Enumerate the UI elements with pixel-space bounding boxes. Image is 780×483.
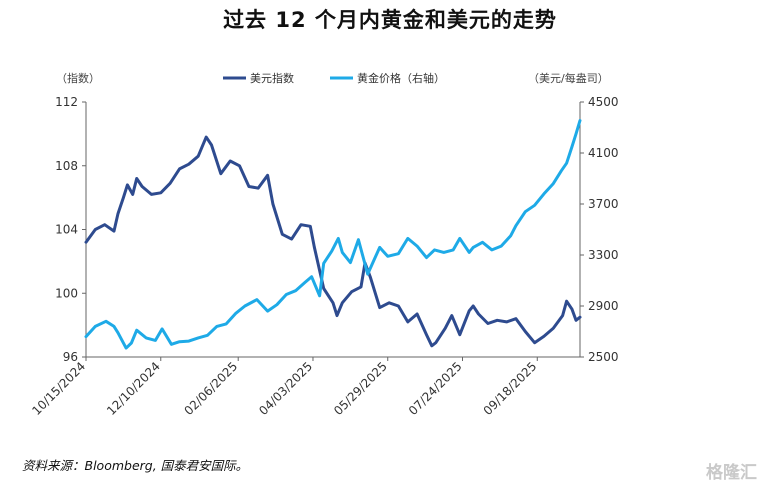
left-axis-unit: （指数） xyxy=(56,71,100,85)
source-note: 资料来源：Bloomberg, 国泰君安国际。 xyxy=(22,458,249,473)
right-tick-label: 2500 xyxy=(588,350,619,364)
right-tick-label: 4500 xyxy=(588,95,619,109)
right-tick-label: 2900 xyxy=(588,299,619,313)
x-tick-label: 09/18/2025 xyxy=(481,359,540,418)
series-line-dxy xyxy=(84,135,582,348)
left-tick-label: 100 xyxy=(55,286,78,300)
right-axis-unit: （美元/每盎司） xyxy=(528,71,609,85)
x-tick-label: 04/03/2025 xyxy=(256,359,315,418)
right-axis-ticks: 2500 2900 3300 3700 4100 4500 xyxy=(580,95,619,364)
right-tick-label: 3300 xyxy=(588,248,619,262)
x-tick-label: 05/29/2025 xyxy=(331,359,390,418)
series-line-gold xyxy=(84,119,582,350)
left-tick-label: 108 xyxy=(55,159,78,173)
x-tick-label: 12/10/2024 xyxy=(104,359,163,418)
right-tick-label: 4100 xyxy=(588,146,619,160)
watermark-logo: 格隆汇 xyxy=(706,463,757,483)
chart-legend: 美元指数 黄金价格（右轴） xyxy=(223,71,445,85)
series-layer xyxy=(84,119,582,350)
left-tick-label: 112 xyxy=(55,95,78,109)
x-tick-label: 07/24/2025 xyxy=(406,359,465,418)
left-tick-label: 96 xyxy=(63,350,78,364)
x-tick-label: 10/15/2024 xyxy=(29,359,88,418)
legend-label-dxy: 美元指数 xyxy=(250,71,294,85)
left-tick-label: 104 xyxy=(55,223,78,237)
chart-axes xyxy=(85,102,581,358)
legend-label-gold: 黄金价格（右轴） xyxy=(357,71,445,85)
x-axis-ticks: 10/15/2024 12/10/2024 02/06/2025 04/03/2025… xyxy=(29,357,539,418)
right-tick-label: 3700 xyxy=(588,197,619,211)
chart-title: 过去 12 个月内黄金和美元的走势 xyxy=(223,8,557,32)
left-axis-ticks: 96 100 104 108 112 xyxy=(55,95,86,364)
x-tick-label: 02/06/2025 xyxy=(182,359,241,418)
